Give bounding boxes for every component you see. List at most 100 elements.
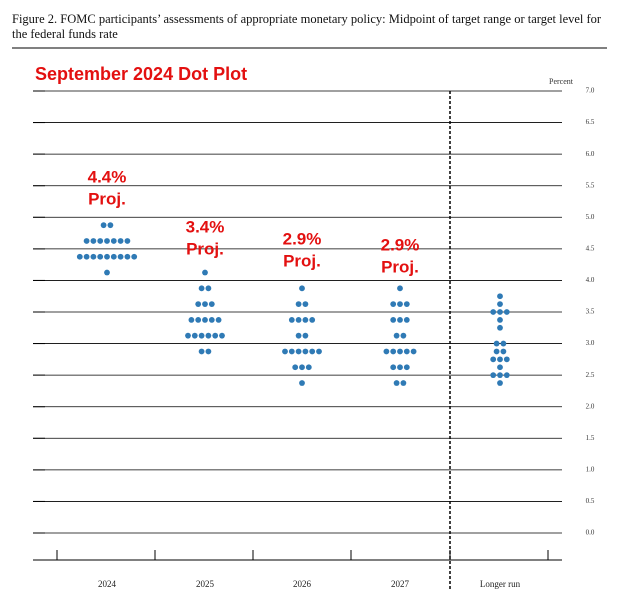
dot	[397, 285, 403, 292]
dot	[104, 253, 110, 260]
dot	[503, 356, 510, 363]
dot	[219, 332, 225, 339]
dot	[110, 253, 117, 260]
dot	[205, 348, 212, 355]
annotation: 2.9%	[283, 229, 322, 248]
dot	[110, 238, 117, 244]
dot	[302, 348, 309, 355]
dot	[383, 348, 390, 355]
dot	[198, 348, 205, 355]
dot	[403, 301, 410, 308]
dot	[403, 348, 410, 355]
annotation: 4.4%	[88, 167, 127, 186]
dot	[490, 372, 497, 379]
dot	[493, 340, 500, 347]
dot	[390, 316, 397, 323]
dot	[490, 309, 497, 315]
y-tick-label: 1.5	[586, 434, 595, 442]
dot	[83, 238, 90, 244]
dot	[500, 348, 507, 355]
chart-title: September 2024 Dot Plot	[35, 64, 247, 84]
dot	[490, 356, 497, 363]
dot	[100, 222, 107, 229]
dot	[188, 316, 195, 323]
dot	[107, 222, 114, 229]
dot	[299, 285, 305, 292]
dot	[393, 380, 400, 386]
y-tick-label: 7.0	[586, 87, 595, 95]
y-tick-label: 6.0	[586, 150, 595, 158]
dot	[124, 238, 131, 244]
annotation: 3.4%	[186, 217, 225, 236]
dot	[292, 364, 299, 371]
dot	[503, 309, 510, 315]
dot	[397, 364, 403, 371]
dot	[493, 348, 500, 355]
dot	[205, 285, 212, 292]
dot	[497, 380, 503, 386]
y-tick-label: 2.5	[586, 371, 595, 379]
dot	[198, 332, 205, 339]
dot	[305, 364, 312, 371]
dot	[410, 348, 417, 355]
dot	[104, 238, 110, 244]
x-tick-label: 2024	[98, 579, 117, 589]
dot	[397, 301, 403, 308]
figure-caption: Figure 2. FOMC participants’ assessments…	[12, 12, 602, 41]
dot	[299, 364, 305, 371]
dot	[397, 316, 403, 323]
dot	[208, 316, 215, 323]
annotation: 2.9%	[381, 235, 420, 254]
dot	[400, 332, 407, 339]
annotation: Proj.	[283, 251, 321, 270]
dot	[131, 253, 138, 260]
dot	[309, 348, 316, 355]
y-tick-label: 1.0	[586, 465, 595, 473]
dot	[117, 238, 124, 244]
x-tick-label: 2026	[293, 579, 312, 589]
y-tick-label: 5.0	[586, 213, 595, 221]
dot	[393, 332, 400, 339]
dot	[76, 253, 83, 260]
y-axis-label: Percent	[549, 77, 574, 86]
dot	[185, 332, 191, 339]
y-tick-label: 6.5	[586, 118, 595, 126]
y-tick-label: 4.5	[586, 244, 595, 252]
dot	[104, 269, 110, 276]
dot	[202, 301, 208, 308]
dot	[195, 316, 202, 323]
dot	[295, 301, 302, 308]
dot	[295, 348, 302, 355]
dot	[497, 364, 503, 371]
dot	[497, 324, 503, 331]
x-tick-label: 2027	[391, 579, 410, 589]
dot	[83, 253, 90, 260]
dot	[390, 364, 397, 371]
dot	[403, 364, 410, 371]
annotation: Proj.	[381, 257, 419, 276]
dot	[400, 380, 407, 386]
annotation: Proj.	[88, 189, 126, 208]
dot	[497, 372, 503, 379]
dot	[198, 285, 205, 292]
dot	[212, 332, 219, 339]
dot	[97, 253, 104, 260]
dot	[282, 348, 288, 355]
dot	[497, 293, 503, 300]
dot	[295, 316, 302, 323]
dot	[97, 238, 104, 244]
y-tick-label: 4.0	[586, 276, 595, 284]
dot	[390, 301, 397, 308]
y-tick-label: 0.0	[586, 529, 595, 537]
dot	[316, 348, 322, 355]
dot	[497, 309, 503, 315]
dot	[288, 316, 295, 323]
dot	[299, 380, 305, 386]
dot	[302, 332, 309, 339]
y-tick-label: 3.0	[586, 339, 595, 347]
dot	[215, 316, 222, 323]
dot	[124, 253, 131, 260]
dot	[191, 332, 198, 339]
